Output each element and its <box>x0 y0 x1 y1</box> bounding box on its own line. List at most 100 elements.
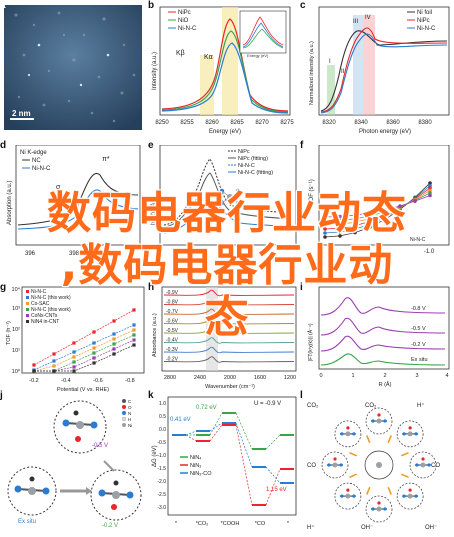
tick-k-3: *CO <box>255 521 266 527</box>
spectrum-h <box>163 337 295 344</box>
marker-sigma: σ <box>56 184 61 191</box>
tick-d-0: 396 <box>25 251 36 257</box>
energy-connector-k <box>265 468 281 506</box>
point-g <box>132 343 136 347</box>
legend-d-ninc: Ni-N-C <box>32 166 51 172</box>
tick-h-2: 2000 <box>224 375 236 381</box>
potential-label-h: -0.8V <box>166 300 179 306</box>
point-f <box>323 215 327 219</box>
panel-f: -1.0 Ni-N-C TOF (s⁻¹) <box>305 145 453 265</box>
level-k-0: 0.41 eV <box>170 417 191 423</box>
ni-atom-l <box>345 493 351 499</box>
n-atom-l <box>415 463 419 467</box>
point-f <box>353 220 357 224</box>
panel-label-c: c <box>300 0 306 11</box>
point-f <box>338 218 342 223</box>
panel-label-h: h <box>148 282 155 293</box>
point-f <box>338 222 342 227</box>
molecule-j-top <box>62 410 98 442</box>
cycle-arrow-icon <box>349 473 358 478</box>
point-g <box>52 369 56 373</box>
point-g <box>52 352 56 356</box>
tick-h-3: 1600 <box>254 375 266 381</box>
energy-connector-k <box>185 434 197 442</box>
panel-label-e: e <box>148 140 154 151</box>
ytick-g-2: 10² <box>12 327 20 333</box>
point-f <box>368 225 372 229</box>
tick-f-0: -1.0 <box>424 249 435 255</box>
cycle-arrow-icon <box>400 473 409 478</box>
center-ni-l <box>376 462 382 468</box>
cycle-arrow-icon <box>387 435 392 444</box>
panel-label-g: g <box>0 282 7 293</box>
point-g <box>72 365 76 369</box>
o-atom-l <box>408 426 412 430</box>
label-l-3: H⁺ <box>307 524 315 531</box>
point-g <box>112 319 116 323</box>
point-f <box>338 226 342 230</box>
title-k: U = -0.9 V <box>254 401 281 407</box>
point-f <box>323 223 327 227</box>
ylabel-k: ΔG (eV) <box>152 445 158 467</box>
tick-b-1: 8255 <box>180 120 194 126</box>
point-g <box>112 347 116 351</box>
curve-label-i-0: -0.8 V <box>411 306 426 312</box>
xlabel-c: Photon energy (eV) <box>359 129 411 135</box>
legend-c-ninc: Ni-N-C <box>417 26 436 32</box>
n-atom-l <box>327 463 331 467</box>
series-line-g <box>34 344 135 372</box>
ytick-k-0: 1.0 <box>159 401 166 407</box>
point-g <box>92 341 96 345</box>
point-f <box>338 214 342 219</box>
point-g <box>92 330 96 334</box>
tick-g-1: -0.4 <box>61 378 70 384</box>
tick-h-1: 2400 <box>194 375 206 381</box>
panel-label-d: d <box>0 140 7 151</box>
n-atom-l <box>371 507 375 511</box>
roman-iv: IV <box>365 15 371 21</box>
n-atom-l <box>383 507 387 511</box>
legend-c-nipc: NiPc <box>417 18 430 24</box>
panel-j: -0.5 V -0.2 V Ex situ C O N H Ni <box>4 395 146 535</box>
ytick-k-5: -1.5 <box>157 466 166 472</box>
series-line-g <box>33 324 135 371</box>
panel-label-f: f <box>300 140 304 151</box>
energy-connector-k <box>209 422 223 432</box>
o-atom-l <box>346 426 350 430</box>
curve-label-i-2: -0.2 V <box>411 342 426 348</box>
point-g <box>72 369 76 373</box>
xlabel-i: R (Å) <box>379 381 392 388</box>
spectrum-h <box>163 299 295 306</box>
potential-label-h: -0.6V <box>166 319 179 325</box>
panel-e: NiPc NiPc (fitting) Ni-N-C Ni-N-C (fitti… <box>150 145 300 265</box>
energy-connector-k <box>235 412 253 450</box>
tick-b-3: 8265 <box>230 120 244 126</box>
legend-j-c: C <box>128 399 132 404</box>
overlay-title-line2: ,数码电器行业动 <box>60 240 394 291</box>
ytick-k-7: -2.5 <box>157 492 166 498</box>
spectrum-h <box>163 308 295 316</box>
point-g <box>72 350 76 354</box>
n-atom-l <box>414 432 418 436</box>
tick-i-4: 4 <box>445 373 448 379</box>
ylabel-g: TOF (h⁻¹) <box>6 321 12 345</box>
spectrum-h <box>163 356 295 363</box>
energy-connector-k <box>235 422 253 468</box>
energy-connector-k <box>209 412 223 436</box>
molecule-j-right <box>98 480 134 510</box>
molecule-j-left <box>14 476 50 495</box>
xlabel-h: Wavenumber (cm⁻¹) <box>205 384 255 390</box>
peak-label-kalpha: Kα <box>204 54 213 61</box>
level-k-1: 0.72 eV <box>196 405 217 411</box>
arrow-icon <box>103 460 115 472</box>
ylabel-b: Intensity (a.u.) <box>152 52 158 90</box>
potential-label-h: -0.2V <box>166 357 179 363</box>
tick-b-4: 8270 <box>255 120 269 126</box>
panel-label-a: a <box>0 0 6 11</box>
point-f <box>323 219 327 223</box>
o-atom-l <box>333 457 337 461</box>
curve-label-i-1: -0.5 V <box>411 326 426 332</box>
legend-g-4: CoNx-CNTs <box>31 313 58 319</box>
n-atom-l <box>340 432 344 436</box>
spectrum-h <box>163 327 295 335</box>
